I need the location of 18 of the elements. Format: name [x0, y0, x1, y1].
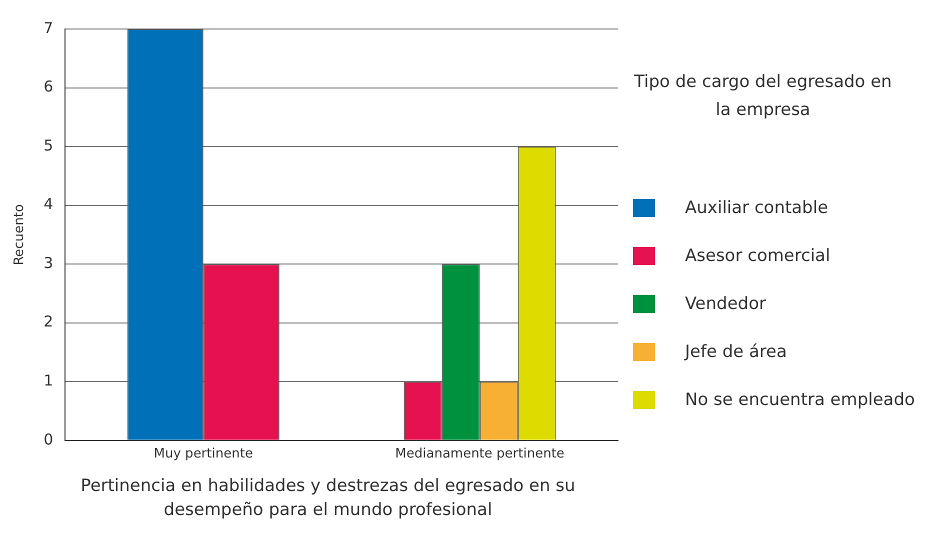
y-tick-label: 7: [44, 18, 54, 37]
y-tick-label: 4: [44, 195, 54, 214]
x-tick-label: Medianamente pertinente: [395, 446, 564, 462]
x-axis-title: Pertinencia en habilidades y destrezas del egresado en su desempeño para el mundo profesional: [80, 475, 576, 522]
y-axis-title: Recuento: [12, 204, 28, 266]
legend-title: Tipo de cargo del egresado en la empresa: [633, 71, 893, 122]
legend-label: No se encuentra empleado: [685, 390, 915, 410]
y-tick-label: 5: [44, 136, 54, 154]
y-tick-label: 6: [44, 78, 54, 96]
legend-label: Vendedor: [685, 294, 766, 314]
y-tick-label: 1: [44, 372, 54, 390]
x-tick-label: Muy pertinente: [154, 446, 253, 462]
legend-label: Auxiliar contable: [685, 198, 828, 218]
y-tick-label: 0: [44, 430, 54, 448]
y-tick-label: 2: [44, 312, 54, 331]
legend-label: Asesor comercial: [685, 246, 830, 266]
legend-label: Jefe de área: [685, 342, 787, 362]
y-tick-label: 3: [44, 254, 54, 272]
